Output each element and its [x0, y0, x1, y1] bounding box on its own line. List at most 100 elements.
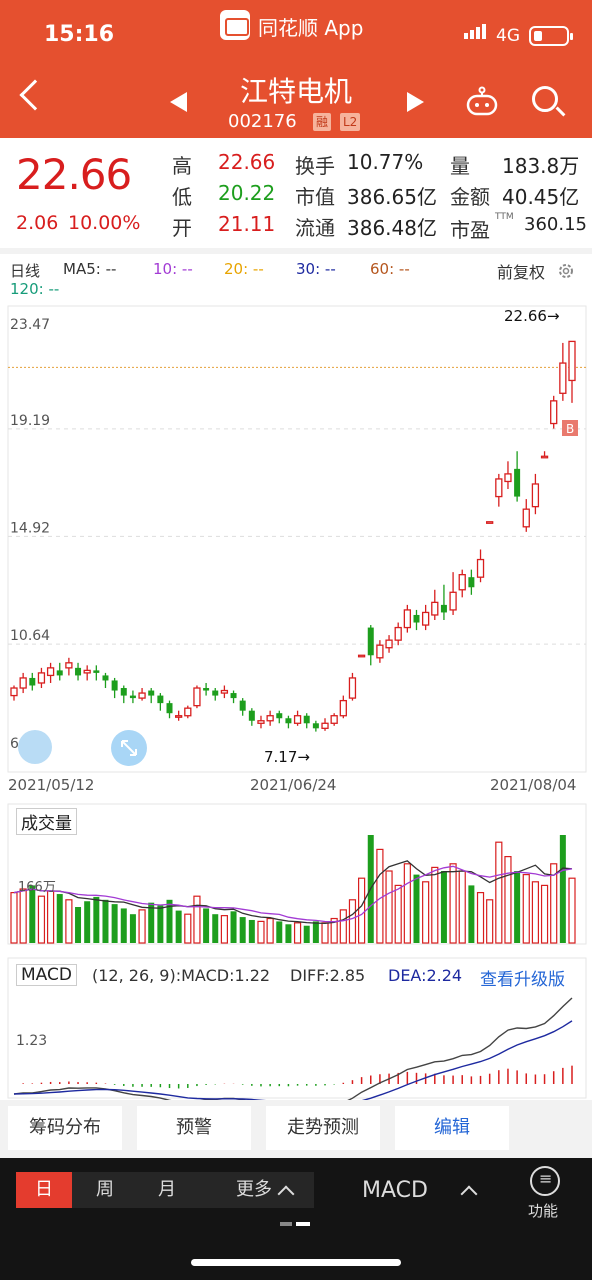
expand-left-icon[interactable] [18, 730, 52, 764]
chip-distribution-button[interactable]: 筹码分布 [8, 1106, 122, 1150]
volume-bar [148, 902, 155, 943]
candle-body [440, 604, 447, 613]
candle-body [175, 715, 183, 718]
signal-icon [464, 24, 486, 39]
ma120-label: 120: -- [10, 280, 60, 298]
volume-bar [522, 873, 530, 944]
period-week-tab[interactable]: 周 [96, 1179, 114, 1200]
volume-bar [111, 904, 118, 943]
kline-y-tick: 23.47 [10, 317, 50, 333]
volume-bar [84, 901, 91, 943]
period-month-tab[interactable]: 月 [158, 1179, 176, 1200]
candle-body [120, 688, 127, 696]
buy-marker-icon [562, 420, 578, 436]
candle-body [239, 700, 246, 711]
buy-marker-label: B [566, 422, 574, 436]
candle-body [203, 688, 210, 691]
volume-bar [46, 890, 55, 944]
volume-bar [120, 908, 127, 943]
robot-icon[interactable] [465, 86, 499, 118]
candle-body [339, 699, 347, 717]
candle-body [413, 614, 420, 623]
search-icon[interactable] [532, 86, 558, 112]
period-label[interactable]: 日线 [10, 262, 41, 280]
ma60-label: 60: -- [370, 260, 410, 278]
candle-body [321, 722, 329, 729]
high-value: 22.66 [218, 150, 276, 174]
candle-body [385, 639, 393, 649]
expand-icon[interactable] [111, 730, 147, 766]
candle-body [212, 690, 219, 696]
margin-tag: 融 [313, 113, 332, 131]
volume-bar [458, 870, 466, 944]
volume-bar [212, 914, 219, 943]
next-stock-icon[interactable] [407, 92, 424, 112]
candle-body [75, 667, 82, 676]
alert-button[interactable]: 预警 [137, 1106, 251, 1150]
volume-bar [193, 895, 201, 944]
candle-body [550, 400, 558, 425]
ma10-label: 10: -- [153, 260, 193, 278]
candle-body [157, 695, 164, 704]
volume-bar [330, 917, 338, 944]
function-label[interactable]: 功能 [528, 1202, 559, 1220]
candle-body [184, 707, 192, 717]
volume-bar [514, 871, 521, 943]
edit-button[interactable]: 编辑 [395, 1106, 509, 1150]
kline-y-tick: 10.64 [10, 628, 50, 644]
pe-ttm-sup: TTM [495, 212, 514, 222]
candle-body [522, 508, 530, 528]
volume-bar [10, 891, 18, 944]
volume-bar [175, 910, 182, 943]
candle-body [421, 611, 430, 626]
pe-value: 360.15 [524, 214, 587, 235]
home-indicator[interactable] [191, 1259, 401, 1266]
volume-bar [65, 899, 73, 944]
kline-x-tick: 2021/08/04 [490, 776, 576, 794]
app-header: 15:16 同花顺 App 4G 江特电机 002176 融 L2 [0, 0, 592, 138]
volume-frame [7, 803, 587, 945]
ma5-label: MA5: -- [63, 260, 117, 278]
volume-bar [568, 877, 576, 944]
candle-body [148, 690, 155, 696]
quote-panel [0, 138, 592, 250]
candle-body [394, 626, 402, 641]
period-day-tab[interactable]: 日 [16, 1172, 72, 1208]
period-more-tab[interactable]: 更多 [236, 1179, 272, 1200]
macd-panel-label[interactable]: MACD [16, 964, 77, 986]
float-value: 386.48亿 [347, 216, 437, 240]
trend-forecast-button[interactable]: 走势预测 [266, 1106, 380, 1150]
macd-dea: DEA:2.24 [388, 966, 463, 985]
macd-upgrade-link[interactable]: 查看升级版 [480, 970, 565, 990]
function-menu-icon[interactable] [530, 1166, 560, 1196]
candle-body [138, 692, 146, 699]
turnover-label: 换手 [295, 154, 335, 178]
adjust-toggle[interactable]: 前复权 [497, 263, 546, 282]
volume-bar [376, 848, 384, 944]
volume-bar [303, 925, 310, 943]
gear-icon[interactable] [556, 261, 576, 281]
network-label: 4G [496, 26, 520, 46]
volume-bar [276, 921, 283, 943]
volume-bar [385, 870, 393, 944]
volume-panel-label[interactable]: 成交量 [16, 808, 77, 835]
ma20-label: 20: -- [224, 260, 264, 278]
app-name: 同花顺 App [258, 16, 364, 40]
battery-icon [529, 26, 573, 46]
macd-line [13, 997, 573, 1100]
float-label: 流通 [295, 216, 335, 240]
candle-body [357, 654, 366, 658]
candle-body [37, 672, 46, 684]
volume-bar [129, 914, 136, 943]
indicator-switch[interactable]: MACD [362, 1178, 428, 1203]
volume-bar [413, 874, 420, 943]
price-change-pct: 10.00% [68, 212, 141, 234]
candle-body [56, 670, 63, 676]
candle-body [403, 609, 411, 629]
volume-bar [550, 863, 558, 944]
volume-bar [239, 917, 246, 943]
prev-stock-icon[interactable] [170, 92, 187, 112]
candle-body [431, 601, 439, 616]
kline-y-tick: 19.19 [10, 413, 50, 429]
